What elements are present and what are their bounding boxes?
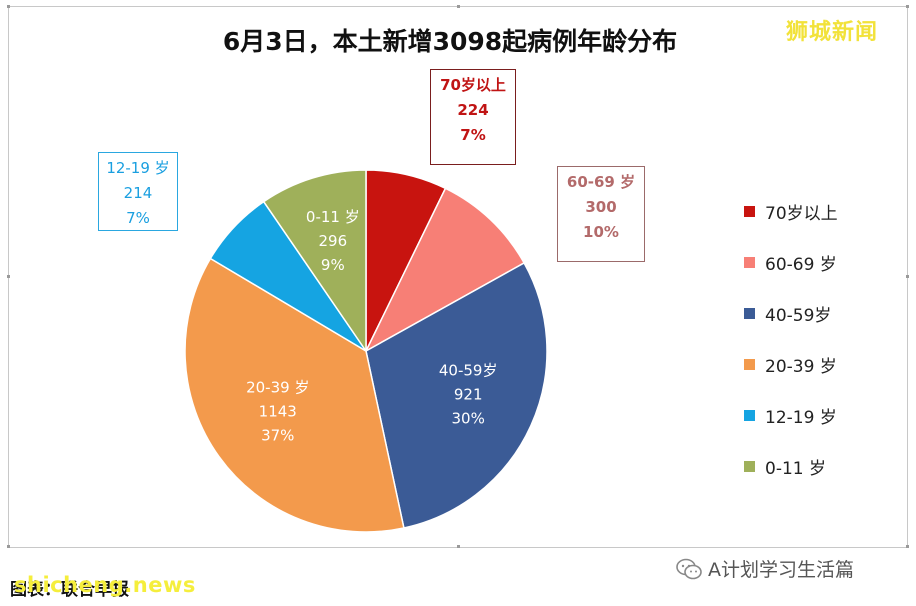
pie-slice-2 bbox=[365, 261, 548, 529]
legend-swatch bbox=[744, 308, 755, 319]
legend-item-0: 70岁以上 bbox=[744, 186, 838, 237]
callout-label-0: 70岁以上 224 7% bbox=[430, 69, 516, 165]
resize-handle[interactable] bbox=[906, 275, 909, 278]
account-name: A计划学习生活篇 bbox=[708, 559, 854, 581]
chart-credit: 图表：联合早报 bbox=[10, 580, 129, 600]
resize-handle[interactable] bbox=[7, 5, 10, 8]
slice-label-2: 40-59岁 921 30% bbox=[439, 361, 498, 427]
slice-label-3: 20-39 岁 1143 37% bbox=[246, 378, 309, 444]
slice-label-5: 0-11 岁 296 9% bbox=[306, 208, 360, 274]
resize-handle[interactable] bbox=[457, 545, 460, 548]
resize-handle[interactable] bbox=[457, 5, 460, 8]
legend-label: 60-69 岁 bbox=[765, 255, 837, 275]
legend-item-5: 0-11 岁 bbox=[744, 441, 838, 492]
resize-handle[interactable] bbox=[7, 275, 10, 278]
resize-handle[interactable] bbox=[7, 545, 10, 548]
site-watermark: shicheng.news bbox=[14, 573, 196, 597]
legend-item-2: 40-59岁 bbox=[744, 288, 838, 339]
resize-handle[interactable] bbox=[906, 545, 909, 548]
legend-swatch bbox=[744, 410, 755, 421]
pie-slice-5 bbox=[262, 169, 367, 354]
legend-label: 0-11 岁 bbox=[765, 459, 826, 479]
legend: 70岁以上 60-69 岁 40-59岁 20-39 岁 12-19 岁 0-11 岁 bbox=[744, 186, 838, 492]
legend-swatch bbox=[744, 359, 755, 370]
legend-label: 70岁以上 bbox=[765, 204, 838, 224]
legend-item-1: 60-69 岁 bbox=[744, 237, 838, 288]
wechat-icon bbox=[676, 558, 702, 580]
legend-swatch bbox=[744, 461, 755, 472]
chart-title: 6月3日，本土新增3098起病例年龄分布 bbox=[222, 27, 678, 56]
legend-label: 12-19 岁 bbox=[765, 408, 837, 428]
legend-item-3: 20-39 岁 bbox=[744, 339, 838, 390]
legend-label: 20-39 岁 bbox=[765, 357, 837, 377]
legend-swatch bbox=[744, 206, 755, 217]
pie-slice-1 bbox=[364, 187, 526, 353]
legend-item-4: 12-19 岁 bbox=[744, 390, 838, 441]
wechat-account: A计划学习生活篇 bbox=[676, 555, 854, 582]
callout-label-4: 12-19 岁 214 7% bbox=[98, 152, 178, 231]
resize-handle[interactable] bbox=[906, 5, 909, 8]
legend-swatch bbox=[744, 257, 755, 268]
callout-label-1: 60-69 岁 300 10% bbox=[557, 166, 645, 262]
legend-label: 40-59岁 bbox=[765, 306, 832, 326]
pie-slice-3 bbox=[184, 257, 405, 533]
brand-watermark: 狮城新闻 bbox=[786, 20, 879, 45]
